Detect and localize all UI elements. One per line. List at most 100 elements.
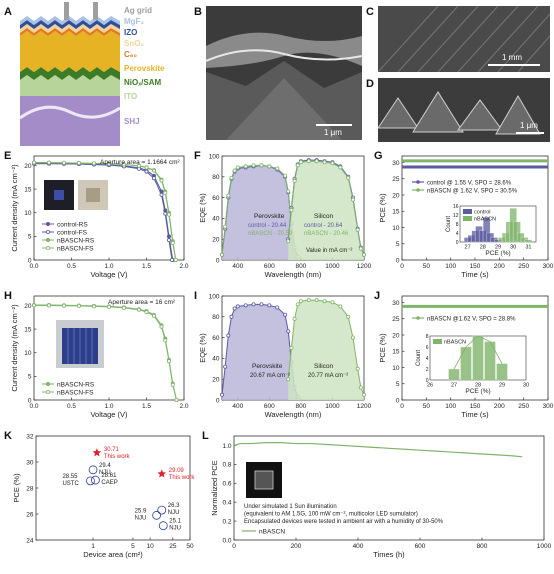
data-point-nbascn-fs xyxy=(151,168,156,173)
eqe-point xyxy=(306,298,311,303)
data-point-control-fs xyxy=(163,211,168,216)
eqe-point-nbascn xyxy=(289,208,294,213)
data-point-nbascn-fs xyxy=(92,161,97,166)
y-tick-label: 100 xyxy=(209,153,220,160)
stack-label-shj: SHJ xyxy=(124,117,140,126)
label-silicon: Silicon xyxy=(314,213,334,220)
scale-bar-label: 1 μm xyxy=(520,121,538,130)
shj-layer xyxy=(20,96,120,146)
panel-label-e: E xyxy=(4,150,12,162)
x-tick-label: 400 xyxy=(353,543,364,550)
eqe-point-nbascn xyxy=(338,165,343,170)
eqe-area-fill xyxy=(222,304,298,400)
label-perovskite: Perovskite xyxy=(252,363,283,370)
data-point-control-fs xyxy=(166,238,171,243)
inset-x-axis-label: PCE (%) xyxy=(485,250,510,257)
point-label: 29.4 xyxy=(99,463,111,469)
point-label: CAEP xyxy=(101,480,117,486)
ag-grid-finger xyxy=(64,2,69,20)
x-tick-label: 0.0 xyxy=(29,403,38,410)
panel-h: H 0.0 0.5 1.0 1.5 2.0 0 5 10 15 20 Voltage (V) Curr… xyxy=(0,288,192,428)
star-marker xyxy=(92,448,102,457)
data-point-nbascn-fs xyxy=(77,303,82,308)
legend-label: control-FS xyxy=(57,229,88,236)
ag-grid-finger xyxy=(93,2,98,20)
eqe-point xyxy=(232,306,237,311)
y-tick-label: 20 xyxy=(212,377,220,384)
y-tick-label: 40 xyxy=(212,356,220,363)
data-point-nbascn-fs xyxy=(32,160,37,165)
y-tick-label: 15 xyxy=(24,186,32,193)
data-point-nbascn-fs xyxy=(47,160,52,165)
x-tick-label: 0.0 xyxy=(29,263,38,270)
eqe-point xyxy=(229,314,234,319)
c60-layer xyxy=(20,28,120,36)
histogram-bar-nbascn xyxy=(513,221,521,243)
y-tick-label: 0 xyxy=(28,397,32,404)
data-point-nbascn-fs xyxy=(163,190,168,195)
x-tick-label: 200 xyxy=(291,543,302,550)
x-tick-label: 800 xyxy=(477,543,488,550)
label-nbascn-perovskite-jsc: nBASCN - 20.59 xyxy=(248,231,293,237)
eqe-point-nbascn xyxy=(358,246,363,251)
histogram-bar-nbascn xyxy=(472,335,484,381)
y-tick-label: 5 xyxy=(396,381,400,388)
x-axis-label: Device area (cm²) xyxy=(83,550,143,559)
data-point-nbascn-fs xyxy=(166,359,171,364)
annotation-aperture-area: Aperture area = 16 cm² xyxy=(108,299,176,306)
label-silicon-jsc: 20.77 mA cm⁻² xyxy=(308,373,348,379)
stability-line xyxy=(233,442,523,458)
point-label: 26.3 xyxy=(168,503,180,509)
x-tick-label: 100 xyxy=(445,263,456,270)
x-tick-label: 300 xyxy=(543,263,554,270)
point-label: This work xyxy=(169,475,196,481)
eqe-point-nbascn xyxy=(275,166,280,171)
x-tick-label: 2.0 xyxy=(179,263,188,270)
x-tick-label: 800 xyxy=(295,403,306,410)
eqe-area-fill xyxy=(288,300,364,400)
inset-x-tick-label: 29 xyxy=(499,383,505,389)
legend-marker xyxy=(46,238,51,243)
label-perovskite: Perovskite xyxy=(254,213,285,220)
inset-x-tick-label: 30 xyxy=(510,245,516,251)
chart-eqe-small-area: 400 600 800 1000 1200 0 20 40 60 80 100 Wavelength … xyxy=(198,153,372,279)
label-nbascn-silicon-jsc: nBASCN - 20.46 xyxy=(304,231,349,237)
histogram-bar-nbascn xyxy=(460,346,472,381)
eqe-point xyxy=(314,298,319,303)
y-tick-label: 0.6 xyxy=(222,481,231,488)
x-tick-label: 400 xyxy=(232,403,243,410)
panel-d: D 1 μm xyxy=(364,76,554,146)
eqe-point xyxy=(286,377,291,382)
inset-x-tick-label: 27 xyxy=(451,383,457,389)
star-marker xyxy=(157,469,167,478)
legend-marker xyxy=(46,382,51,387)
device-stack-schematic: Ag grid MgF₂ IZO SnO₂ C₆₀ Perovskite NiO… xyxy=(19,2,165,146)
izo-layer xyxy=(20,20,120,29)
x-tick-label: 0.5 xyxy=(67,263,76,270)
y-tick-label: 20 xyxy=(212,237,220,244)
data-point-nbascn-fs xyxy=(136,307,141,312)
eqe-point-nbascn xyxy=(298,160,303,165)
data-point-control-fs xyxy=(169,258,174,263)
eqe-point xyxy=(267,303,272,308)
data-point-nbascn-fs xyxy=(62,303,67,308)
x-tick-label: 50 xyxy=(423,403,431,410)
sno2-layer xyxy=(20,24,120,33)
panel-e: E 0.0 0.5 1.0 1.5 2.0 0 5 10 15 20 Voltage (V) Curr… xyxy=(0,148,192,288)
y-tick-label: 28 xyxy=(26,485,34,492)
x-tick-label: 2.0 xyxy=(179,403,188,410)
y-tick-label: 20 xyxy=(24,163,32,170)
data-point-nbascn-fs xyxy=(47,303,52,308)
data-point-control-fs xyxy=(144,169,149,174)
y-tick-label: 10 xyxy=(392,225,400,232)
histogram-bar-nbascn xyxy=(484,341,496,381)
y-tick-label: 0 xyxy=(216,397,220,404)
series-line-control-fs xyxy=(34,163,173,261)
legend-label: control-RS xyxy=(57,221,88,228)
x-tick-label: 0 xyxy=(400,403,404,410)
y-axis-label: EQE (%) xyxy=(198,333,207,363)
y-tick-label: 80 xyxy=(212,314,220,321)
eqe-point xyxy=(283,312,288,317)
x-tick-label: 1.0 xyxy=(104,403,113,410)
eqe-point-nbascn xyxy=(346,175,351,180)
